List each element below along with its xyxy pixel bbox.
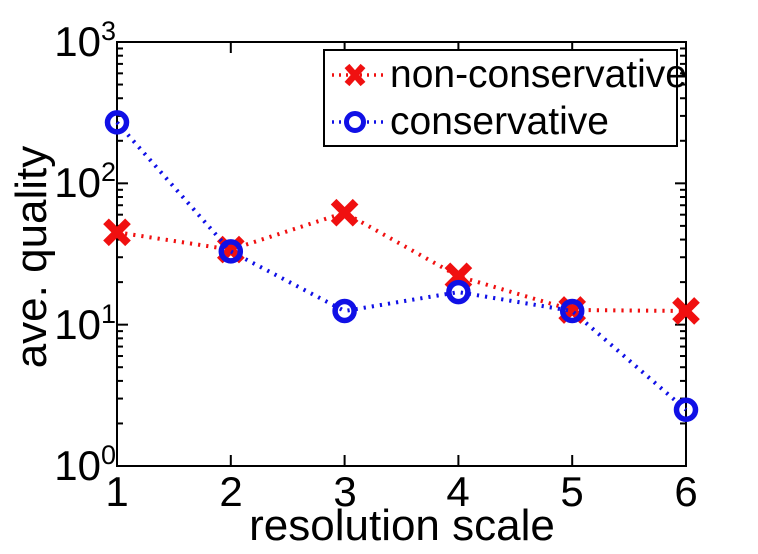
y-tick-label-100: 102 bbox=[54, 157, 116, 206]
x-tick-label-2: 2 bbox=[219, 468, 243, 515]
marker-o-conservative bbox=[218, 239, 244, 264]
y-tick-label-1000: 103 bbox=[54, 16, 116, 65]
y-tick-label-1: 100 bbox=[54, 440, 116, 489]
x-axis-label: resolution scale bbox=[249, 501, 555, 550]
y-axis-label: ave. quality bbox=[7, 145, 56, 369]
legend-swatch-x-marker-icon bbox=[332, 63, 383, 86]
marker-x-non-conservative bbox=[330, 198, 359, 227]
x-tick-label-5: 5 bbox=[560, 468, 584, 515]
marker-o-conservative bbox=[673, 397, 699, 423]
marker-o-conservative bbox=[332, 298, 357, 324]
x-tick-label-6: 6 bbox=[674, 468, 698, 515]
legend-entry-non-conservative: non-conservative bbox=[325, 51, 687, 98]
marker-x-non-conservative bbox=[103, 218, 131, 247]
x-tick-label-1: 1 bbox=[105, 468, 129, 515]
legend-swatch-o-marker-icon bbox=[332, 110, 383, 133]
marker-o-conservative bbox=[446, 279, 471, 305]
legend: non-conservative conservative bbox=[323, 49, 687, 147]
legend-label: non-conservative bbox=[390, 52, 687, 96]
plot-box bbox=[116, 41, 687, 467]
legend-entry-conservative: conservative bbox=[325, 98, 676, 145]
marker-o-conservative bbox=[559, 298, 585, 324]
legend-label: conservative bbox=[390, 99, 609, 143]
marker-o-conservative bbox=[104, 110, 130, 135]
x-tick-label-4: 4 bbox=[446, 468, 470, 515]
marker-x-non-conservative bbox=[672, 297, 700, 325]
series-line-conservative bbox=[115, 121, 688, 412]
series-line-non-conservative bbox=[116, 210, 687, 313]
x-tick-label-3: 3 bbox=[333, 468, 357, 515]
y-tick-label-10: 101 bbox=[54, 299, 116, 348]
